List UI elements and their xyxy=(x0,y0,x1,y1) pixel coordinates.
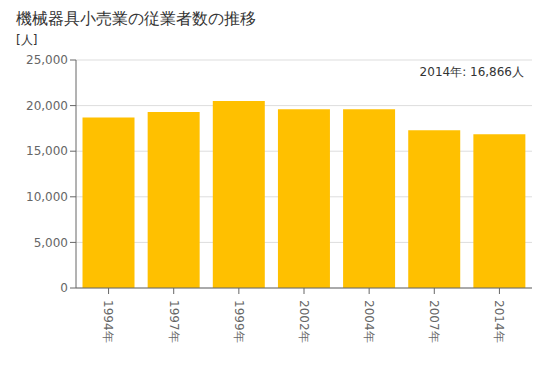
svg-text:5,000: 5,000 xyxy=(34,236,68,250)
svg-text:0: 0 xyxy=(60,281,68,295)
svg-text:2007年: 2007年 xyxy=(427,300,441,343)
svg-text:10,000: 10,000 xyxy=(26,190,68,204)
svg-text:1997年: 1997年 xyxy=(167,300,181,343)
svg-text:1999年: 1999年 xyxy=(232,300,246,343)
svg-text:2014年: 2014年 xyxy=(492,300,506,343)
html-text:機械器具小売業の従業者数の推移: 機械器具小売業の従業者数の推移 xyxy=(16,9,256,28)
svg-text:15,000: 15,000 xyxy=(26,144,68,158)
svg-text:20,000: 20,000 xyxy=(26,99,68,113)
svg-text:25,000: 25,000 xyxy=(26,53,68,67)
svg-text:2004年: 2004年 xyxy=(362,300,376,343)
svg-text:2002年: 2002年 xyxy=(297,300,311,343)
html-text:[人]: [人] xyxy=(16,33,38,47)
html-text:2014年: 16,866人: 2014年: 16,866人 xyxy=(419,65,524,79)
svg-text:1994年: 1994年 xyxy=(101,300,115,343)
